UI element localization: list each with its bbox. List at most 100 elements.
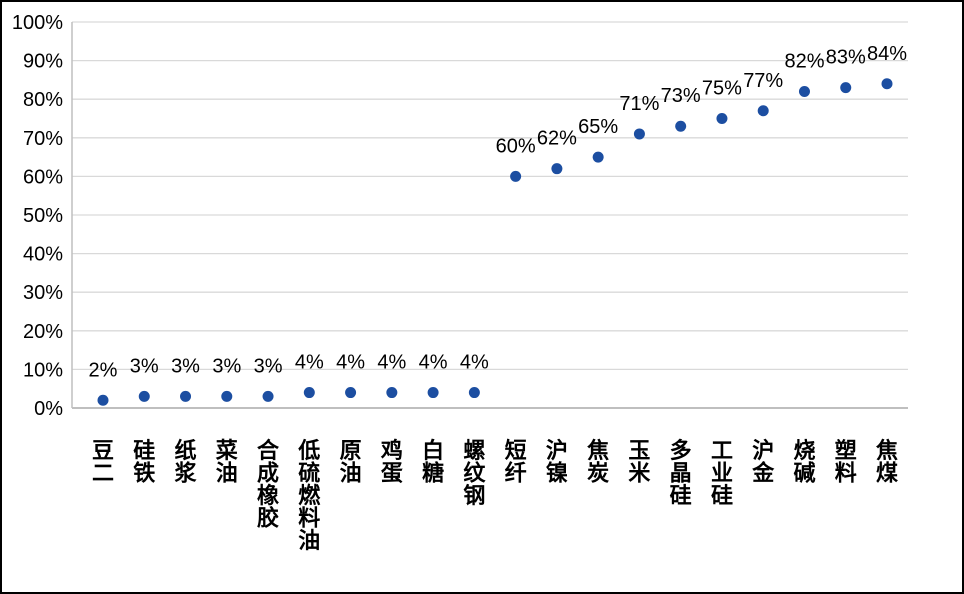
data-label: 4% [377,352,406,374]
data-point [345,387,357,399]
data-point [138,390,150,402]
x-axis-category-label: 煤 [876,461,898,486]
data-label: 4% [419,352,448,374]
y-axis-tick-label: 70% [23,128,63,150]
x-axis-category-label: 镍 [546,461,568,486]
x-axis-category-label: 塑 [835,438,857,463]
data-label: 3% [171,355,200,377]
x-axis-category-label: 硅 [711,483,733,508]
data-label: 62% [537,128,577,150]
x-axis-category-label: 糖 [422,461,444,486]
data-point [551,163,563,175]
x-axis-category-label: 多 [670,438,692,463]
x-axis-category-label: 油 [216,461,238,486]
y-axis-tick-label: 0% [34,398,63,420]
data-label: 65% [578,116,618,138]
x-axis-category-label: 焦 [875,438,898,463]
y-axis-tick-label: 10% [23,359,63,381]
data-point [262,390,274,402]
x-axis-category-label: 纸 [175,438,197,463]
data-label: 3% [254,355,283,377]
x-axis-category-label: 鸡 [380,438,403,463]
x-axis-category-label: 料 [298,506,320,531]
data-point [592,151,604,163]
data-label: 73% [661,85,701,107]
data-point [881,78,893,90]
data-point [97,394,109,406]
data-point [675,120,687,132]
x-axis-category-label: 硅 [133,438,155,463]
x-axis-category-label: 豆 [92,438,114,463]
data-point [427,387,439,399]
data-label: 82% [784,50,824,72]
data-point [798,85,810,97]
data-label: 84% [867,43,907,65]
x-axis-category-label: 螺 [463,438,485,463]
x-axis-category-label: 业 [711,461,733,486]
data-point [386,387,398,399]
data-label: 71% [619,93,659,115]
data-label: 2% [89,359,118,381]
x-axis-category-label: 硫 [298,461,320,486]
y-axis-tick-label: 40% [23,244,63,266]
x-axis-category-label: 焦 [586,438,609,463]
data-label: 60% [496,135,536,157]
x-axis-category-label: 钢 [463,483,485,508]
x-axis-category-label: 玉 [628,438,650,463]
data-point [840,82,852,94]
x-axis-category-label: 油 [340,461,362,486]
x-axis-category-label: 蛋 [381,461,403,486]
data-point [510,170,522,182]
x-axis-category-label: 料 [835,461,857,486]
x-axis-category-label: 合 [257,438,280,463]
y-axis-tick-label: 80% [23,89,63,111]
y-axis-tick-label: 100% [12,12,63,34]
data-label: 3% [212,355,241,377]
y-axis-tick-label: 50% [23,205,63,227]
x-axis-category-label: 胶 [257,506,279,531]
data-label: 4% [460,352,489,374]
x-axis-category-label: 烧 [793,438,815,463]
x-axis-category-label: 炭 [587,461,609,486]
data-label: 4% [336,352,365,374]
x-axis-category-label: 沪 [752,438,774,463]
data-label: 83% [826,47,866,69]
y-axis-tick-label: 20% [23,321,63,343]
data-label: 75% [702,78,742,100]
x-axis-category-label: 燃 [298,483,321,508]
x-axis-category-label: 短 [505,438,527,463]
x-axis-category-label: 沪 [546,438,568,463]
data-point [303,387,315,399]
x-axis-category-label: 橡 [257,483,279,508]
x-axis-category-label: 金 [751,461,775,486]
x-axis-category-label: 工 [711,438,733,463]
x-axis-category-label: 浆 [175,461,198,486]
x-axis-category-label: 晶 [670,461,692,486]
x-axis-category-label: 油 [298,528,320,553]
data-point [180,390,192,402]
y-axis-tick-label: 30% [23,282,63,304]
data-point [468,387,480,399]
x-axis-category-label: 白 [422,438,444,463]
data-label: 3% [130,355,159,377]
x-axis-category-label: 二 [92,461,114,486]
x-axis-category-label: 纹 [463,461,486,486]
x-axis-category-label: 原 [340,438,362,463]
data-point [221,390,233,402]
x-axis-category-label: 硅 [670,483,692,508]
x-axis-category-label: 纤 [505,461,527,486]
x-axis-category-label: 碱 [793,461,815,486]
data-label: 77% [743,70,783,92]
x-axis-category-label: 铁 [133,461,155,486]
y-axis-tick-label: 60% [23,166,63,188]
x-axis-category-label: 米 [628,461,651,486]
data-point [716,113,728,124]
x-axis-category-label: 低 [297,438,320,463]
data-point [633,128,645,140]
data-label: 4% [295,352,324,374]
y-axis-tick-label: 90% [23,51,63,73]
x-axis-category-label: 成 [257,461,279,486]
x-axis-category-label: 菜 [215,438,238,463]
